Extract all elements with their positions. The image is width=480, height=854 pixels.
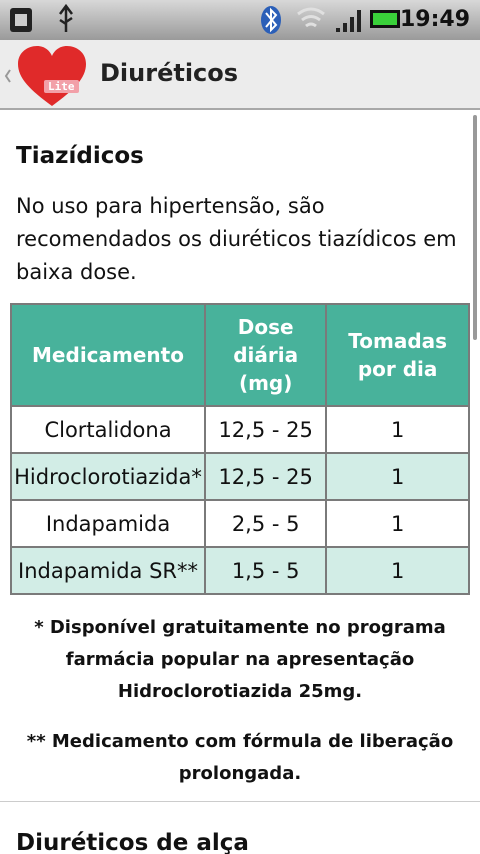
content: Tiazídicos No uso para hipertensão, são … xyxy=(0,110,480,854)
clock: 19:49 xyxy=(399,7,470,32)
table-row: Clortalidona 12,5 - 25 1 xyxy=(9,405,470,454)
table-cell: 12,5 - 25 xyxy=(204,405,328,454)
table-header: Medicamento Dose diária (mg) Tomadas por d… xyxy=(9,303,470,407)
table-cell: 1,5 - 5 xyxy=(204,546,328,595)
section-heading: Tiazídicos xyxy=(16,143,144,169)
drug-table: Medicamento Dose diária (mg) Tomadas por d… xyxy=(9,303,470,595)
scrollbar xyxy=(473,115,477,340)
notes: * Disponível gratuitamente no programa f… xyxy=(10,612,470,808)
table-cell: 1 xyxy=(325,452,470,501)
note: ** Medicamento com fórmula de liberação … xyxy=(26,731,454,784)
table-cell: Clortalidona xyxy=(9,405,207,454)
app-icon[interactable] xyxy=(0,40,90,110)
app-title: Diuréticos xyxy=(100,59,239,87)
table-cell: Hidroclorotiazida* xyxy=(9,452,207,501)
header-cell: Tomadas por dia xyxy=(325,303,470,407)
divider xyxy=(0,801,480,802)
note: * Disponível gratuitamente no programa f… xyxy=(34,617,446,702)
section-text: No uso para hipertensão, são recomendado… xyxy=(16,194,457,284)
section-heading: Diuréticos de alça xyxy=(16,830,249,854)
app-badge: Lite xyxy=(44,80,79,93)
table-body: Clortalidona 12,5 - 25 1 Hidroclorotiazida*… xyxy=(9,405,470,595)
table-cell: Indapamida SR** xyxy=(9,546,207,595)
table-cell: 1 xyxy=(325,546,470,595)
status-icons xyxy=(10,3,400,34)
status-bar: 19:49 xyxy=(0,0,480,40)
header-cell: Dose diária (mg) xyxy=(204,303,328,407)
header-cell: Medicamento xyxy=(9,303,207,407)
table-cell: Indapamida xyxy=(9,499,207,548)
table-cell: 1 xyxy=(325,405,470,454)
table-cell: 1 xyxy=(325,499,470,548)
table-cell: 2,5 - 5 xyxy=(204,499,328,548)
app-bar: Lite Diuréticos xyxy=(0,40,480,110)
table-row: Hidroclorotiazida* 12,5 - 25 1 xyxy=(9,452,470,501)
table-cell: 12,5 - 25 xyxy=(204,452,328,501)
